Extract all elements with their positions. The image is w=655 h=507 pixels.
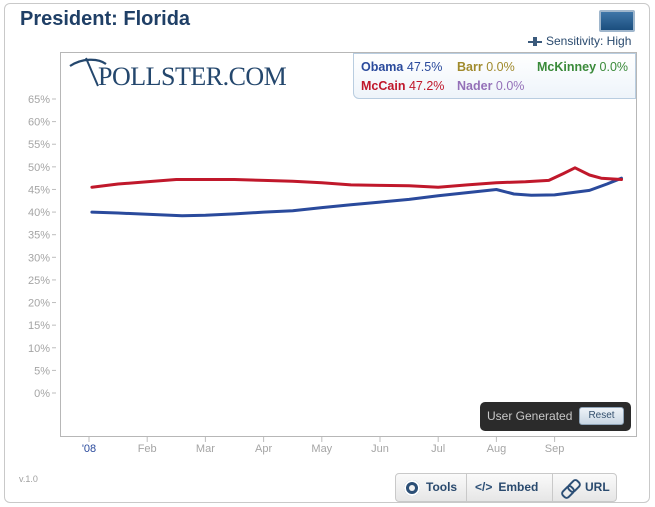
plot-area bbox=[60, 52, 637, 437]
y-axis: 65% 60% 55% 50% 45% 40% 35% 30% 25% 20% 15% 10% 5% 0% bbox=[28, 94, 56, 400]
pollster-swoosh-icon bbox=[69, 57, 107, 87]
legend-item-barr[interactable]: Barr 0.0% bbox=[457, 60, 515, 74]
y-tick-label: 25% bbox=[28, 275, 50, 287]
legend-value: 47.5% bbox=[406, 60, 443, 74]
sensitivity-control[interactable]: Sensitivity: High bbox=[528, 34, 631, 48]
legend-value: 0.0% bbox=[486, 60, 515, 74]
y-tick-label: 20% bbox=[28, 298, 50, 310]
x-tick-label: Jul bbox=[431, 443, 445, 455]
x-tick-label: Mar bbox=[196, 443, 215, 455]
x-tick-label: May bbox=[311, 443, 332, 455]
user-generated-panel: User Generated Reset bbox=[480, 402, 631, 431]
x-tick-label: Feb bbox=[138, 443, 157, 455]
legend-value: 0.0% bbox=[495, 79, 525, 93]
version-label: v.1.0 bbox=[19, 474, 38, 484]
slider-icon bbox=[528, 37, 542, 47]
bottom-toolbar: Tools </> Embed URL bbox=[395, 473, 617, 502]
chart-series bbox=[90, 166, 623, 218]
x-tick-label: Jun bbox=[371, 443, 389, 455]
y-tick-label: 35% bbox=[28, 230, 50, 242]
url-label: URL bbox=[585, 480, 610, 494]
legend-item-mccain[interactable]: McCain 47.2% bbox=[361, 79, 444, 93]
reset-button[interactable]: Reset bbox=[579, 407, 624, 425]
y-tick-label: 5% bbox=[34, 365, 50, 377]
x-tick-label: Apr bbox=[255, 443, 272, 455]
legend-value: 47.2% bbox=[408, 79, 445, 93]
tools-button[interactable]: Tools bbox=[396, 474, 466, 501]
logo-text: POLLSTER.COM bbox=[98, 62, 287, 91]
y-tick-label: 30% bbox=[28, 252, 50, 264]
link-icon bbox=[561, 479, 579, 497]
code-icon: </> bbox=[475, 480, 493, 495]
x-tick-label: Sep bbox=[545, 443, 565, 455]
y-tick-label: 10% bbox=[28, 343, 50, 355]
legend-name: Obama bbox=[361, 60, 404, 74]
y-tick-label: 50% bbox=[28, 162, 50, 174]
y-tick-label: 65% bbox=[28, 94, 50, 106]
series-line-mccain[interactable] bbox=[90, 166, 623, 189]
legend-name: Nader bbox=[457, 79, 493, 93]
sensitivity-label: Sensitivity: High bbox=[546, 34, 632, 48]
y-tick-label: 60% bbox=[28, 117, 50, 129]
user-generated-label: User Generated bbox=[487, 409, 573, 423]
legend: Obama 47.5% Barr 0.0% McKinney 0.0% McCa… bbox=[353, 53, 636, 99]
gear-icon bbox=[404, 479, 420, 496]
y-tick-label: 15% bbox=[28, 320, 50, 332]
fullscreen-icon[interactable] bbox=[597, 8, 637, 34]
embed-label: Embed bbox=[498, 480, 539, 494]
tools-label: Tools bbox=[426, 480, 458, 494]
y-tick-label: 45% bbox=[28, 184, 50, 196]
legend-item-nader[interactable]: Nader 0.0% bbox=[457, 79, 524, 93]
legend-name: McKinney bbox=[537, 60, 597, 74]
x-tick-label: Aug bbox=[487, 443, 507, 455]
legend-value: 0.0% bbox=[599, 60, 629, 74]
legend-item-mckinney[interactable]: McKinney 0.0% bbox=[537, 60, 628, 74]
y-tick-label: 40% bbox=[28, 207, 50, 219]
x-axis: '08 Feb Mar Apr May Jun Jul Aug Sep bbox=[82, 437, 565, 455]
series-line-obama[interactable] bbox=[90, 176, 623, 218]
page-title: President: Florida bbox=[20, 8, 191, 30]
y-tick-label: 0% bbox=[34, 388, 50, 400]
embed-button[interactable]: </> Embed bbox=[466, 474, 552, 501]
url-button[interactable]: URL bbox=[552, 474, 616, 501]
x-tick-label: '08 bbox=[82, 443, 96, 455]
legend-item-obama[interactable]: Obama 47.5% bbox=[361, 60, 442, 74]
legend-name: McCain bbox=[361, 79, 406, 93]
legend-name: Barr bbox=[457, 60, 483, 74]
y-tick-label: 55% bbox=[28, 139, 50, 151]
